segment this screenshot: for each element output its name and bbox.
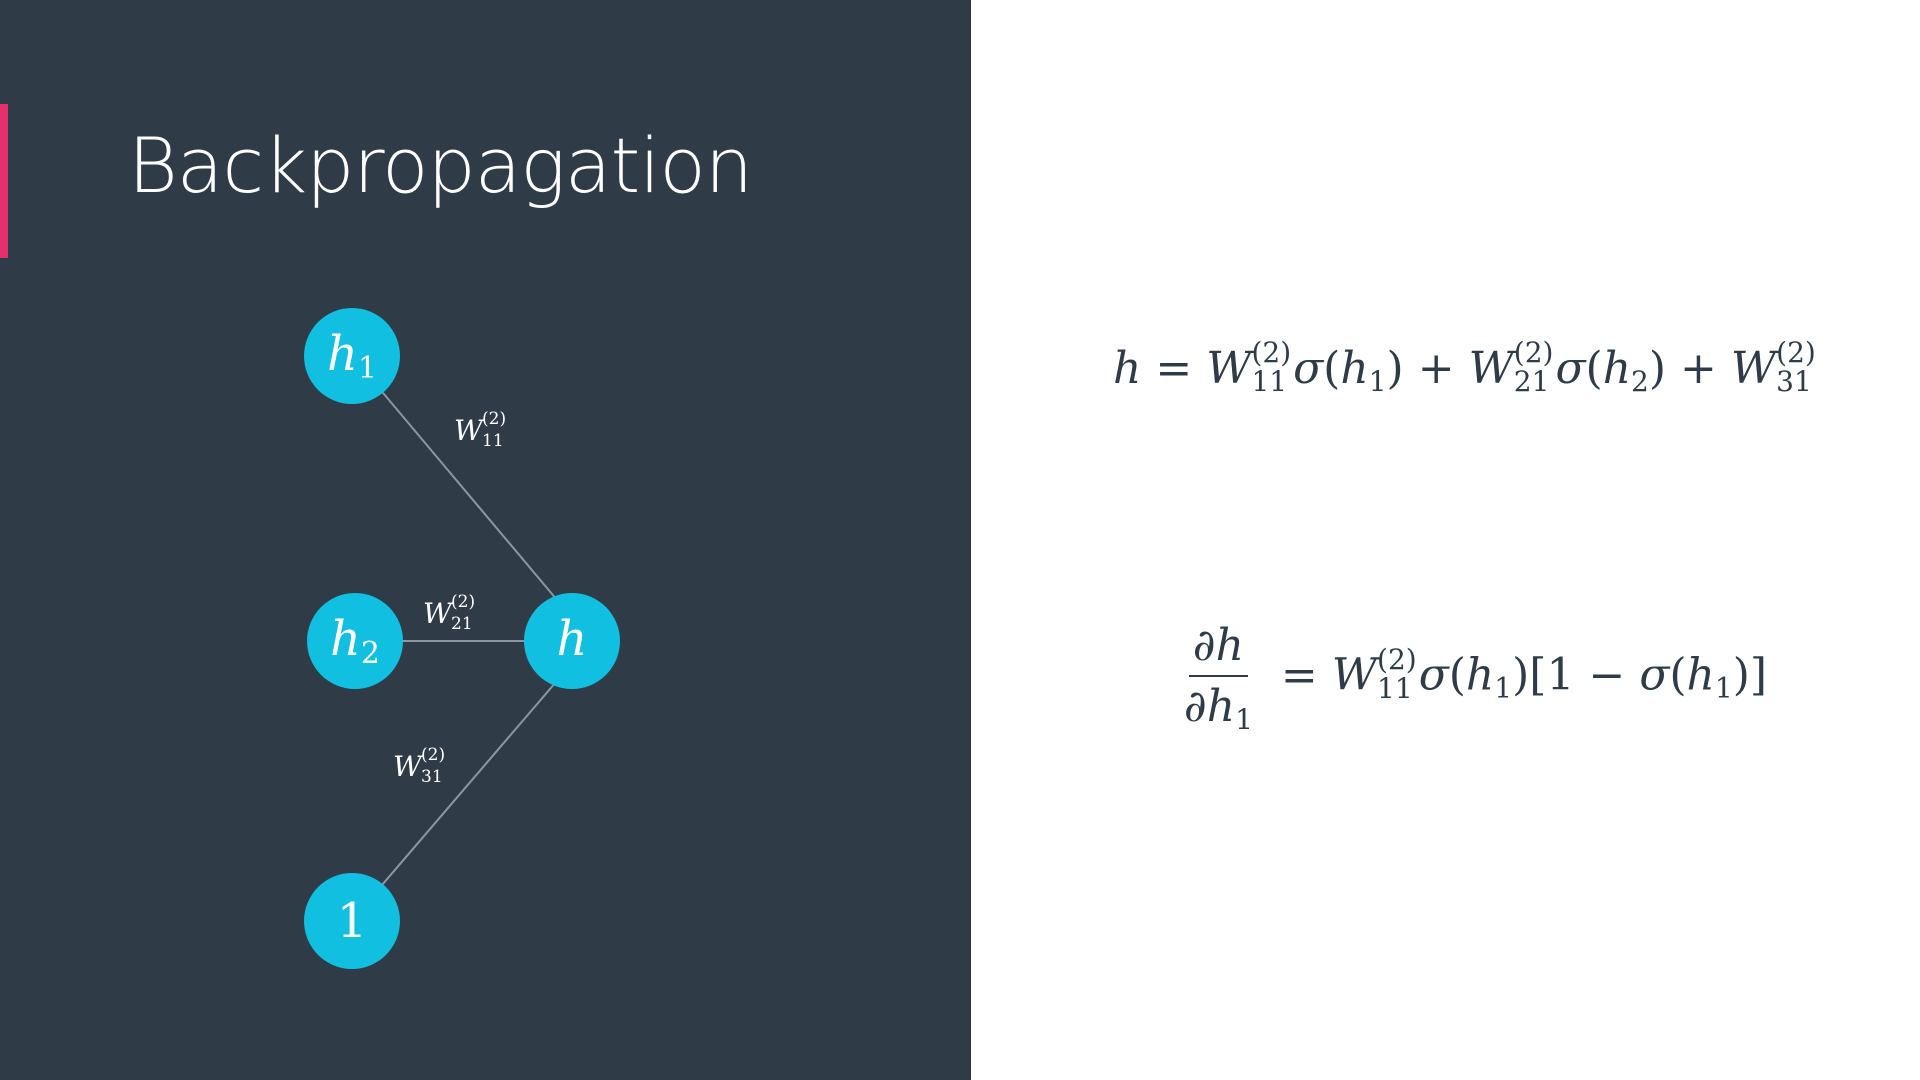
node-h1-label: h1: [327, 326, 377, 386]
svg-text:(2): (2): [451, 592, 475, 612]
svg-text:31: 31: [421, 767, 443, 787]
svg-text:21: 21: [451, 614, 473, 634]
node-h-label: h: [557, 611, 588, 667]
node-h1: [304, 308, 400, 404]
node-bias-label: 1: [337, 893, 368, 949]
left-panel: [0, 0, 971, 1080]
edge-h1-h: [351, 355, 569, 614]
node-bias: [304, 873, 400, 969]
svg-text:(2): (2): [482, 409, 506, 429]
weight-label-w11: W (2) 11: [454, 409, 506, 451]
weight-label-w21: W (2) 21: [423, 592, 475, 634]
node-h2: [307, 593, 403, 689]
svg-text:W: W: [454, 414, 485, 447]
accent-bar: [0, 104, 8, 258]
weight-label-w31: W (2) 31: [393, 745, 445, 787]
equation-forward: h = W (2) 11 σ(h1) + W (2) 21 σ(h2) + W (2) 31: [1113, 336, 1816, 399]
svg-text:(2): (2): [421, 745, 445, 765]
derivative-fraction: ∂h ∂h1: [1184, 620, 1253, 736]
equation-derivative: ∂h ∂h1 = W (2) 11 σ(h1)[1− σ(h1)]: [1180, 620, 1767, 736]
svg-text:W: W: [423, 597, 454, 630]
svg-text:11: 11: [482, 431, 504, 451]
network-diagram: h1 h2 h 1 W (2) 11 W (2) 21 W (2) 31: [304, 308, 620, 969]
slide-title: Backpropagation: [128, 121, 753, 210]
node-h2-label: h2: [330, 611, 380, 671]
node-h: [524, 593, 620, 689]
edge-bias-h: [351, 667, 569, 921]
svg-text:W: W: [393, 750, 424, 783]
